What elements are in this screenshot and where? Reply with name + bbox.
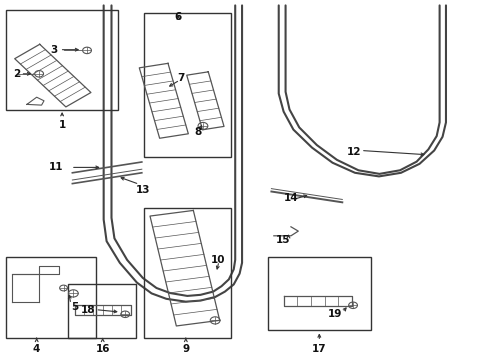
Text: 8: 8: [194, 127, 201, 138]
Bar: [6, 257, 96, 338]
Text: 13: 13: [135, 185, 150, 195]
Text: 5: 5: [71, 302, 78, 312]
Text: 19: 19: [327, 309, 342, 319]
Bar: [144, 13, 231, 157]
Text: 1: 1: [59, 120, 65, 130]
Text: 15: 15: [275, 235, 289, 246]
Bar: [144, 208, 231, 338]
Text: 4: 4: [33, 344, 41, 354]
Text: 6: 6: [175, 12, 182, 22]
Text: 16: 16: [95, 344, 110, 354]
Text: 9: 9: [182, 344, 189, 354]
Bar: [267, 257, 370, 330]
Bar: [68, 284, 136, 338]
Text: 11: 11: [49, 162, 63, 172]
Text: 2: 2: [14, 69, 20, 79]
Text: 14: 14: [283, 193, 298, 203]
Text: 18: 18: [81, 305, 95, 315]
Text: 10: 10: [210, 255, 224, 265]
Text: 3: 3: [50, 45, 57, 55]
Bar: [6, 10, 118, 110]
Text: 12: 12: [346, 147, 361, 157]
Text: 7: 7: [177, 73, 184, 84]
Text: 17: 17: [311, 344, 326, 354]
